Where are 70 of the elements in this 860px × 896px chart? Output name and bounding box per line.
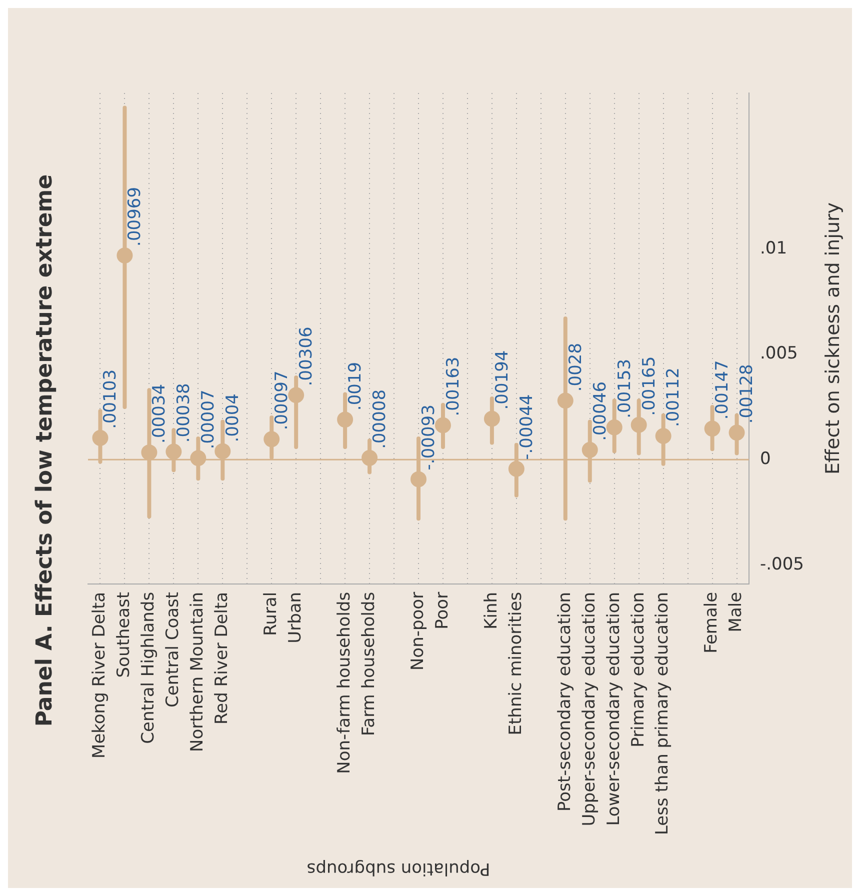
point [655,428,672,444]
point [337,412,354,428]
point [630,416,647,433]
data-label: .0028 [566,342,586,392]
point [362,450,378,466]
x-tick-label: Less than primary education [652,592,673,836]
y-tick-label: .01 [760,238,788,258]
data-label: .00007 [198,390,219,450]
x-tick-label: Poor [432,592,452,630]
data-label: .00147 [712,360,733,420]
x-tick-label: Southeast [114,592,134,678]
data-label: -.00093 [418,404,439,470]
point [116,247,133,264]
data-label: .00046 [590,381,610,441]
data-label: .00034 [150,384,170,444]
x-tick-label: Central Coast [163,592,184,708]
data-label: .00969 [125,186,146,246]
data-label: .00194 [492,350,512,410]
data-label: .00153 [614,358,635,418]
x-tick-label: Non-poor [408,592,428,671]
point [434,417,451,434]
point [557,392,574,409]
x-tick-label: Lower-secondary education [604,592,624,826]
data-label: .00165 [639,356,660,416]
point [582,442,598,458]
point [728,424,745,441]
x-tick-label: Northern Mountain [188,592,208,752]
x-tick-label: Farm households [358,592,379,736]
point [264,431,280,448]
data-label: .0019 [345,362,366,411]
point [704,420,720,437]
x-tick-label: Male [726,592,746,632]
text: Panel A. Effects of low temperature extreme [32,174,58,727]
x-tick-label: Urban [286,592,306,644]
data-label: .0004 [223,394,244,442]
data-label: .00038 [174,383,194,443]
point [166,444,182,460]
point [484,410,500,427]
data-label: .00008 [370,389,390,449]
y-tick-label: 0 [760,449,771,470]
data-label: .00306 [296,326,317,386]
data-label: -.00044 [516,394,537,460]
y-tick-label: -.005 [760,554,804,574]
point [410,471,427,488]
x-tick-label: Upper-secondary education [579,592,600,826]
point [288,387,304,404]
x-tick-label: Red River Delta [212,592,232,724]
x-tick-label: Rural [261,592,282,636]
point [606,419,622,436]
x-axis-title: Population subgroups [306,858,490,879]
x-tick-label: Ethnic minorities [506,592,526,736]
data-label: .00103 [100,369,121,429]
y-axis-title: Effect on sickness and injury [822,202,844,475]
x-tick-label: Kinh [481,592,502,630]
x-tick-label: Post-secondary education [554,592,575,812]
x-tick-label: Primary education [628,592,648,748]
point [214,443,231,460]
x-tick-label: Female [702,592,722,654]
x-tick-label: Mekong River Delta [90,592,110,758]
data-label: .00163 [443,356,464,416]
x-tick-label: Non-farm households [334,592,354,774]
data-label: .00128 [737,364,758,424]
point [190,450,206,466]
y-tick-label: .005 [760,344,798,364]
point [141,444,158,460]
point [92,430,108,446]
point [508,460,524,477]
data-label: .00097 [272,370,292,430]
data-label: .00112 [664,368,684,428]
x-tick-label: Central Highlands [138,592,159,744]
